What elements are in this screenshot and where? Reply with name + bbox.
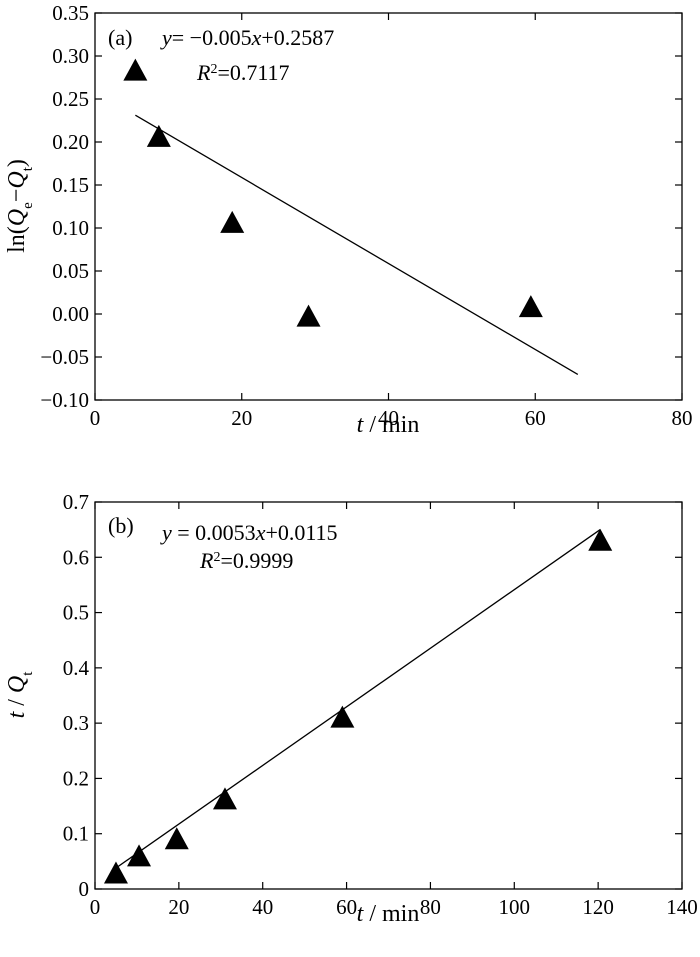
- x-tick-label: 60: [336, 895, 357, 919]
- x-tick-label: 60: [525, 406, 546, 430]
- y-tick-label: 0.05: [52, 259, 89, 283]
- y-tick-label: 0.1: [63, 822, 89, 846]
- y-tick-label: 0.15: [52, 173, 89, 197]
- y-tick-label: 0: [79, 877, 90, 901]
- x-tick-label: 0: [90, 895, 101, 919]
- x-tick-label: 20: [168, 895, 189, 919]
- y-tick-label: 0.7: [63, 490, 89, 514]
- chart-a-equation: y= −0.005x+0.2587: [160, 25, 334, 50]
- chart-b-x-ticks: 0 20 40 60 80 100 120 140: [90, 502, 698, 919]
- chart-a-x-ticks: 0 20 40 60 80: [90, 13, 693, 430]
- chart-a-panel-label: (a): [108, 25, 132, 50]
- x-tick-label: 80: [420, 895, 441, 919]
- chart-a-y-ticks: −0.10 −0.05 0.00 0.05 0.10 0.15 0.20 0.25 0.30 0.…: [40, 1, 682, 412]
- data-point: [330, 705, 355, 728]
- x-tick-label: 100: [499, 895, 531, 919]
- chart-b-points: [103, 528, 613, 884]
- chart-a: −0.10 −0.05 0.00 0.05 0.10 0.15 0.20 0.25 0.30 0.…: [4, 1, 693, 438]
- x-tick-label: 0: [90, 406, 101, 430]
- chart-a-xlabel: t / min: [357, 412, 420, 438]
- x-tick-label: 40: [378, 406, 399, 430]
- x-tick-label: 80: [672, 406, 693, 430]
- data-point: [588, 528, 613, 551]
- chart-b-fit-line: [115, 529, 601, 869]
- chart-b-frame: [94, 501, 683, 890]
- data-point: [296, 304, 321, 327]
- data-point: [212, 787, 237, 810]
- y-tick-label: 0.35: [52, 1, 89, 25]
- fit-line: [135, 114, 579, 376]
- x-tick-label: 140: [666, 895, 698, 919]
- chart-b: 0 0.1 0.2 0.3 0.4 0.5 0.6 0.7 0 20 40 60 80 100 120 14…: [4, 490, 698, 927]
- chart-b-equation: y = 0.0053x+0.0115: [160, 520, 338, 545]
- data-point: [103, 861, 128, 884]
- y-tick-label: −0.05: [40, 345, 89, 369]
- y-tick-label: 0.10: [52, 216, 89, 240]
- chart-b-xlabel: t / min: [357, 901, 420, 927]
- data-point: [127, 844, 152, 867]
- y-tick-label: 0.3: [63, 711, 89, 735]
- fit-line: [115, 529, 601, 869]
- x-tick-label: 20: [231, 406, 252, 430]
- y-tick-label: 0.5: [63, 601, 89, 625]
- y-tick-label: 0.00: [52, 302, 89, 326]
- y-tick-label: 0.20: [52, 130, 89, 154]
- chart-a-fit-line: [135, 114, 579, 376]
- y-tick-label: 0.2: [63, 766, 89, 790]
- chart-a-r2: R2=0.7117: [196, 60, 290, 85]
- x-tick-label: 40: [252, 895, 273, 919]
- chart-b-y-ticks: 0 0.1 0.2 0.3 0.4 0.5 0.6 0.7: [63, 490, 682, 901]
- chart-a-frame: [94, 12, 683, 401]
- y-tick-label: 0.4: [63, 656, 90, 680]
- chart-b-ylabel: t / Qt: [4, 671, 36, 719]
- y-tick-label: 0.30: [52, 44, 89, 68]
- data-point: [164, 827, 189, 850]
- chart-b-r2: R2=0.9999: [199, 548, 293, 573]
- chart-b-panel-label: (b): [108, 513, 134, 538]
- data-point: [123, 58, 148, 81]
- data-point: [220, 210, 245, 233]
- y-tick-label: −0.10: [40, 388, 89, 412]
- y-tick-label: 0.6: [63, 545, 89, 569]
- data-point: [518, 295, 543, 318]
- chart-a-points: [123, 58, 543, 327]
- chart-a-ylabel: ln(Qe−Qt): [4, 159, 36, 253]
- x-tick-label: 120: [582, 895, 614, 919]
- y-tick-label: 0.25: [52, 87, 89, 111]
- data-point: [146, 124, 171, 147]
